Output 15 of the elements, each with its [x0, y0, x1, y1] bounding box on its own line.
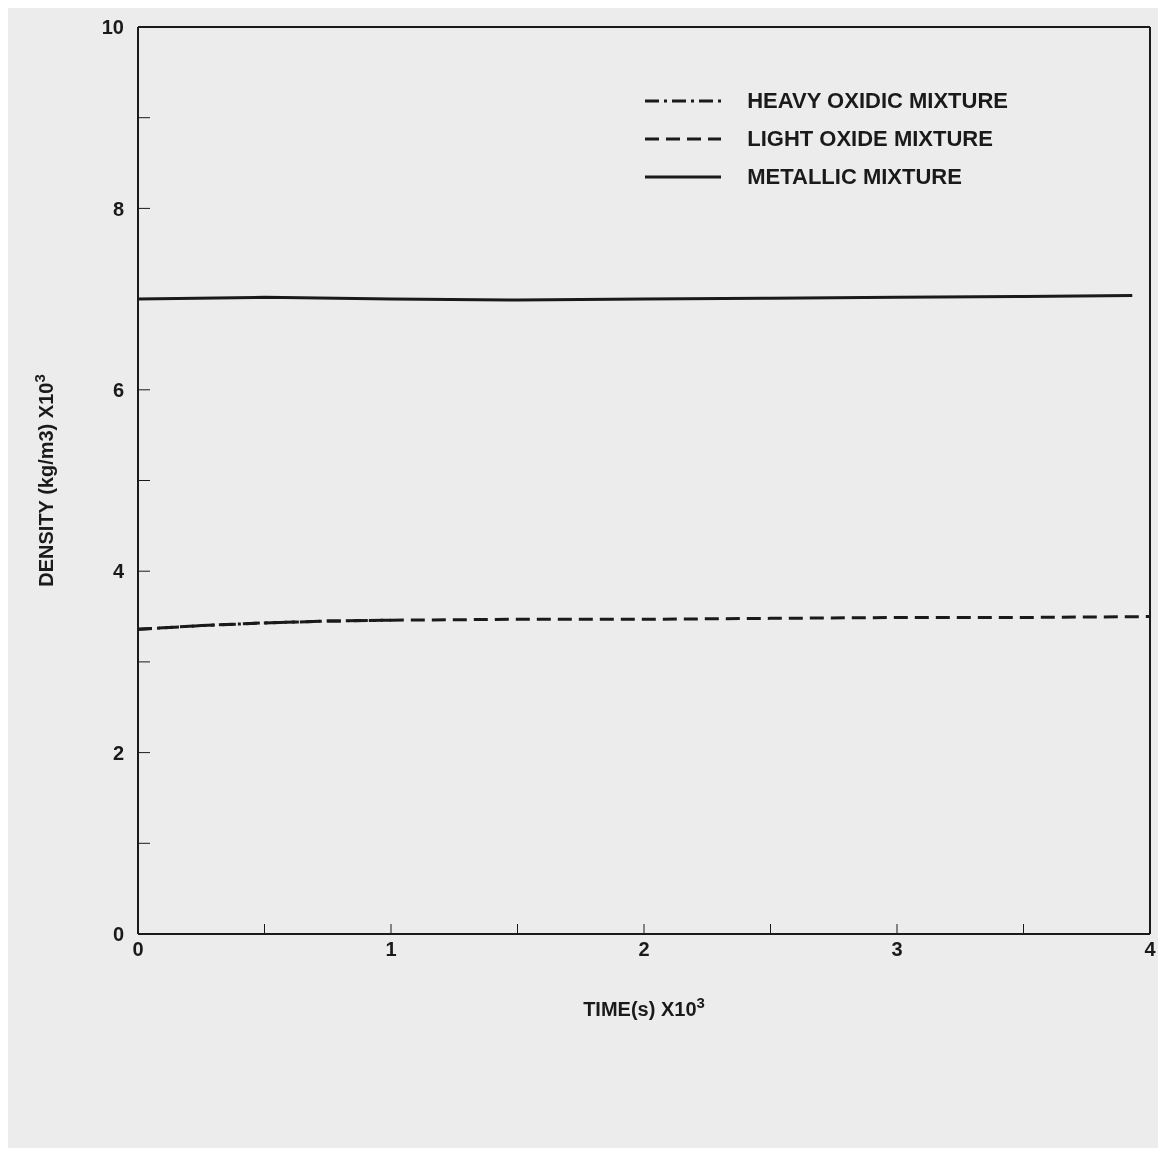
x-tick-label: 3: [891, 938, 903, 961]
y-tick-label: 0: [112, 923, 124, 946]
x-tick-label: 0: [132, 938, 144, 961]
legend-label: METALLIC MIXTURE: [747, 164, 962, 190]
x-tick-label: 2: [638, 938, 650, 961]
y-tick-label: 4: [112, 560, 125, 583]
legend-label: LIGHT OXIDE MIXTURE: [747, 126, 993, 152]
x-tick-label: 4: [1144, 938, 1157, 961]
x-axis-title: TIME(s) X10$^{3}$: [583, 993, 705, 1020]
y-tick-label: 8: [112, 197, 124, 220]
y-tick-label: 6: [112, 378, 124, 401]
x-tick-label: 1: [385, 938, 397, 961]
y-tick-label: 10: [101, 16, 124, 39]
y-tick-label: 2: [112, 741, 124, 764]
legend-label: HEAVY OXIDIC MIXTURE: [747, 88, 1008, 114]
